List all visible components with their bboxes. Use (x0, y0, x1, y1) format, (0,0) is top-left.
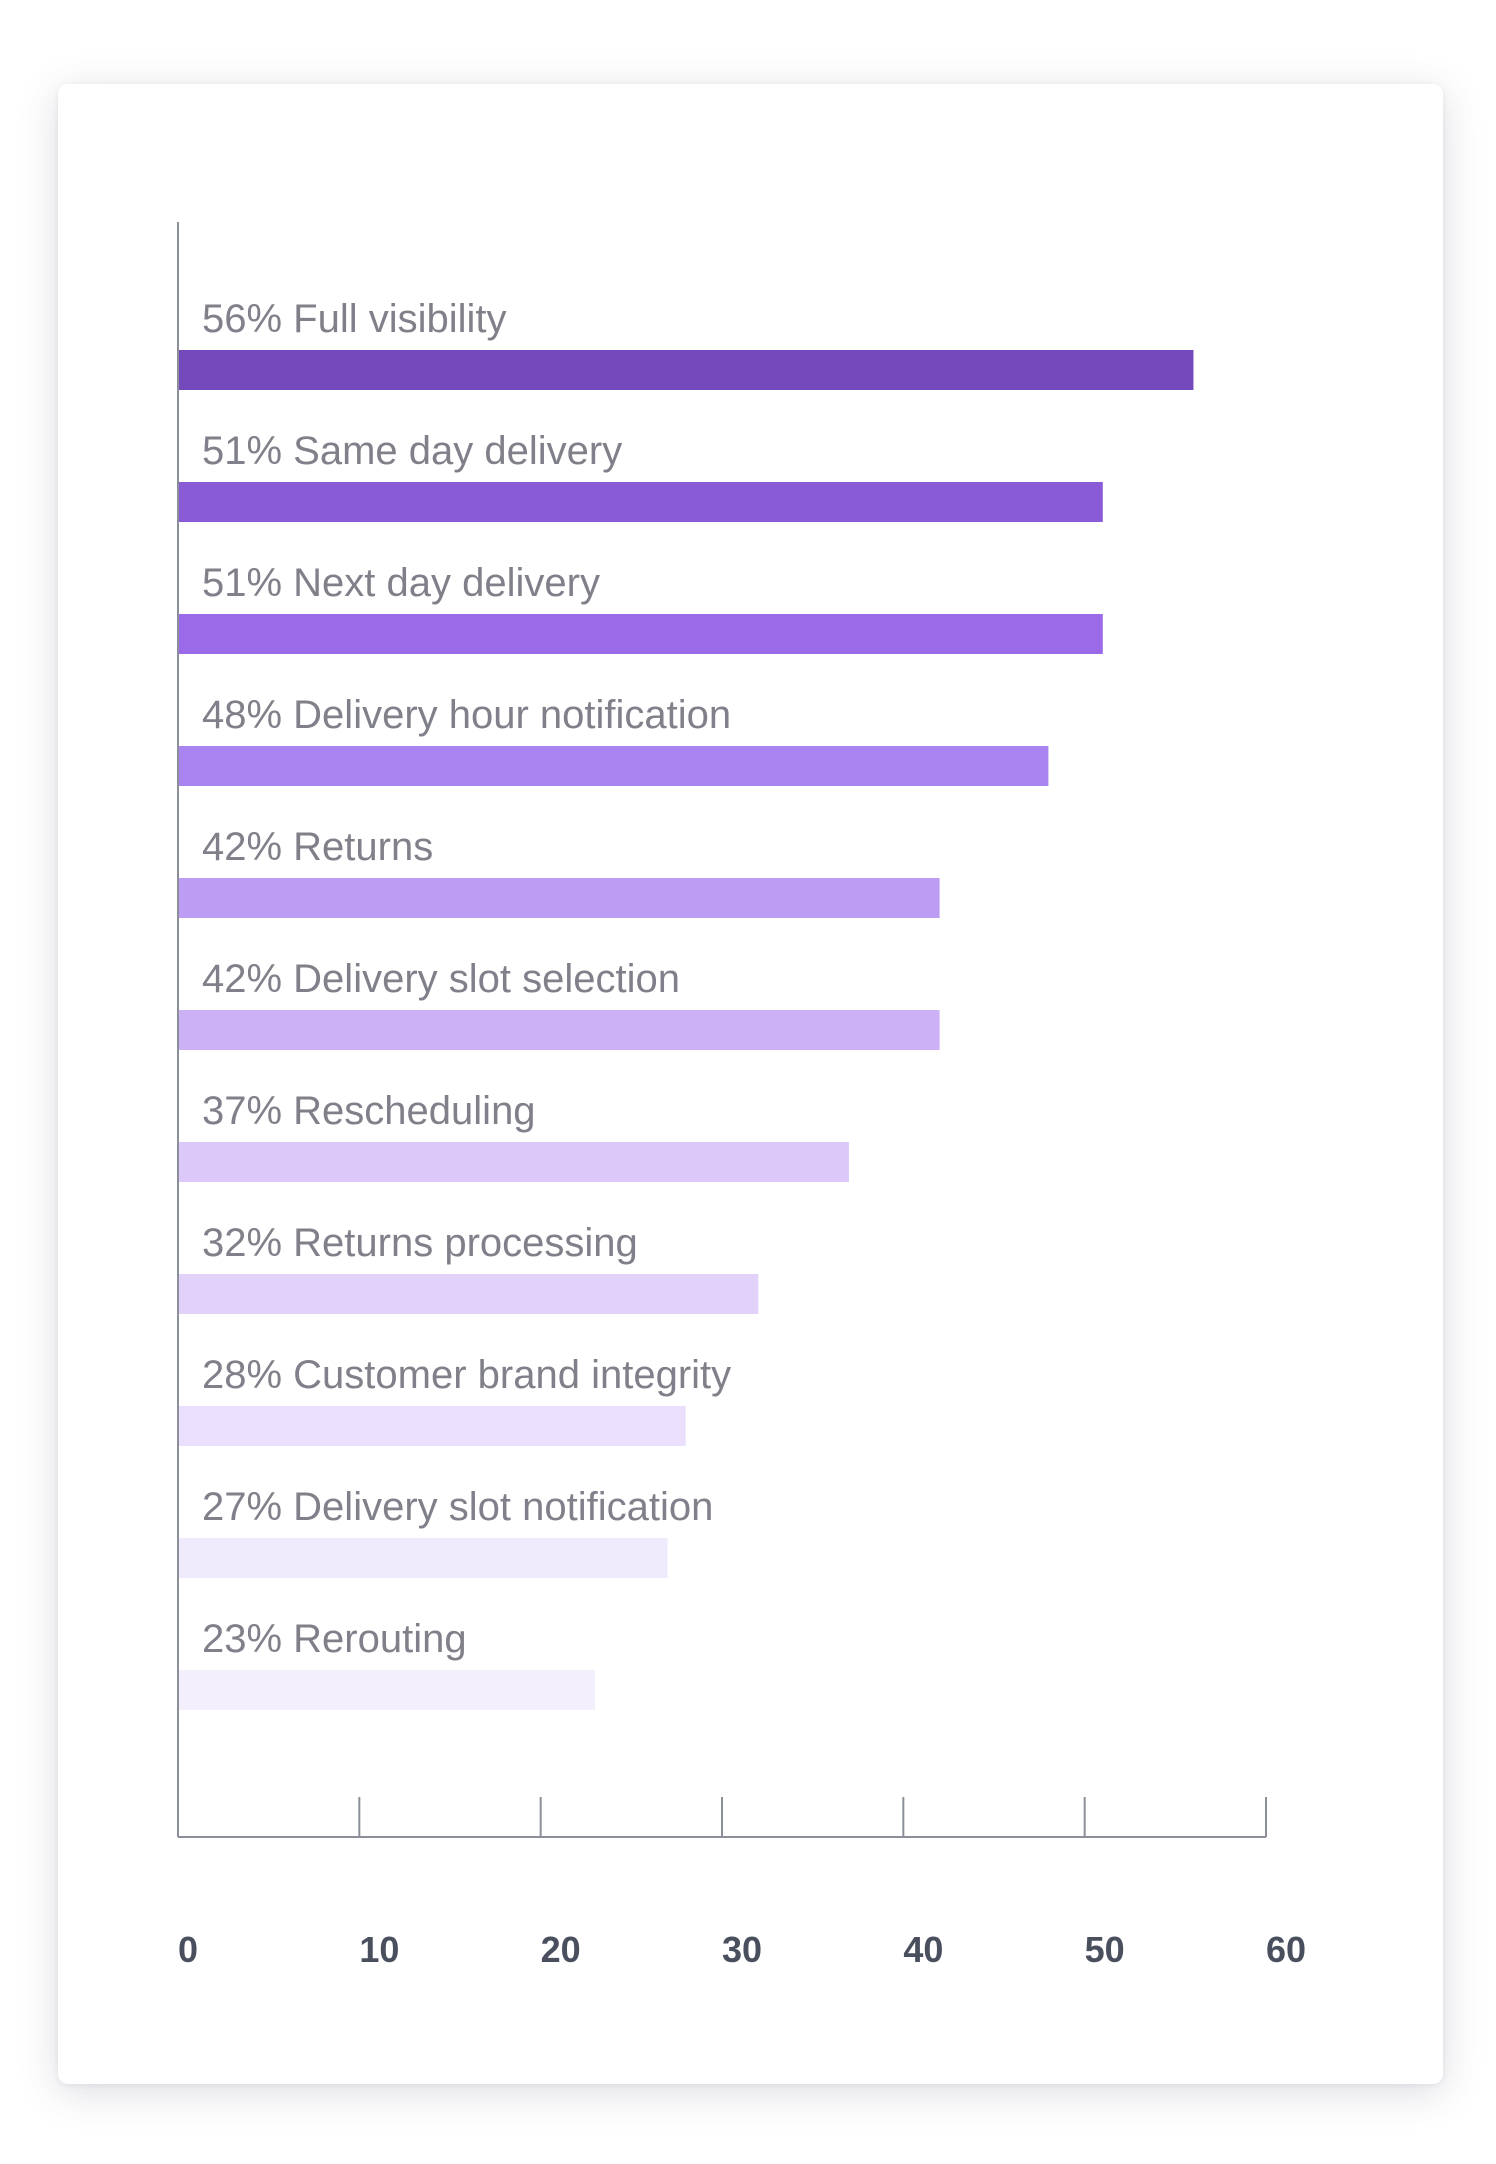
bar-label-3: 51% Next day delivery (202, 561, 600, 605)
bar-3 (178, 614, 1103, 654)
axes-layer (177, 222, 1267, 1838)
bar-label-9: 28% Customer brand integrity (202, 1353, 731, 1397)
bar-1 (178, 350, 1194, 390)
bars-layer (178, 350, 1194, 1710)
x-tick-label-50: 50 (1085, 1929, 1125, 1970)
bar-label-10: 27% Delivery slot notification (202, 1485, 713, 1529)
bar-2 (178, 482, 1103, 522)
x-tick-label-20: 20 (541, 1929, 581, 1970)
bar-label-2: 51% Same day delivery (202, 429, 622, 473)
bar-label-7: 37% Rescheduling (202, 1089, 536, 1133)
bar-label-5: 42% Returns (202, 825, 433, 869)
bar-11 (178, 1670, 596, 1710)
x-tick-label-40: 40 (903, 1929, 943, 1970)
bar-label-8: 32% Returns processing (202, 1221, 638, 1265)
bar-10 (178, 1538, 668, 1578)
bar-9 (178, 1406, 686, 1446)
x-tick-label-10: 10 (359, 1929, 399, 1970)
bar-4 (178, 746, 1049, 786)
bar-6 (178, 1010, 940, 1050)
bar-5 (178, 878, 940, 918)
chart-card (58, 84, 1443, 2084)
bar-label-6: 42% Delivery slot selection (202, 957, 680, 1001)
bar-label-1: 56% Full visibility (202, 297, 507, 341)
x-tick-label-60: 60 (1266, 1929, 1306, 1970)
bar-label-4: 48% Delivery hour notification (202, 693, 731, 737)
x-tick-label-30: 30 (722, 1929, 762, 1970)
labels-layer: 56% Full visibility 51% Same day delivery… (178, 297, 1306, 1970)
bar-label-11: 23% Rerouting (202, 1617, 467, 1661)
bar-8 (178, 1274, 759, 1314)
x-tick-label-0: 0 (178, 1929, 198, 1970)
bar-7 (178, 1142, 849, 1182)
